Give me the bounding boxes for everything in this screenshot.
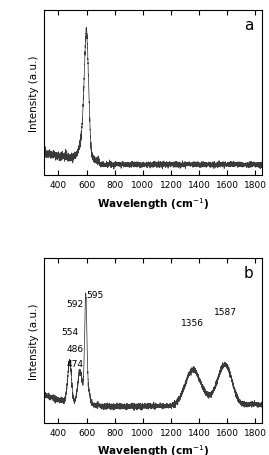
Y-axis label: Intensity (a.u.): Intensity (a.u.) (29, 303, 39, 379)
Text: 554: 554 (61, 327, 78, 336)
X-axis label: Wavelength (cm$^{-1}$): Wavelength (cm$^{-1}$) (97, 196, 210, 211)
Text: 595: 595 (86, 291, 104, 299)
Text: a: a (244, 18, 254, 33)
Text: 1356: 1356 (181, 318, 204, 327)
Y-axis label: Intensity (a.u.): Intensity (a.u.) (29, 56, 39, 132)
Text: 1587: 1587 (214, 307, 237, 316)
X-axis label: Wavelength (cm$^{-1}$): Wavelength (cm$^{-1}$) (97, 443, 210, 455)
Text: 592: 592 (66, 299, 83, 308)
Text: b: b (244, 265, 254, 280)
Text: 486: 486 (67, 344, 84, 353)
Text: 474: 474 (66, 359, 83, 368)
